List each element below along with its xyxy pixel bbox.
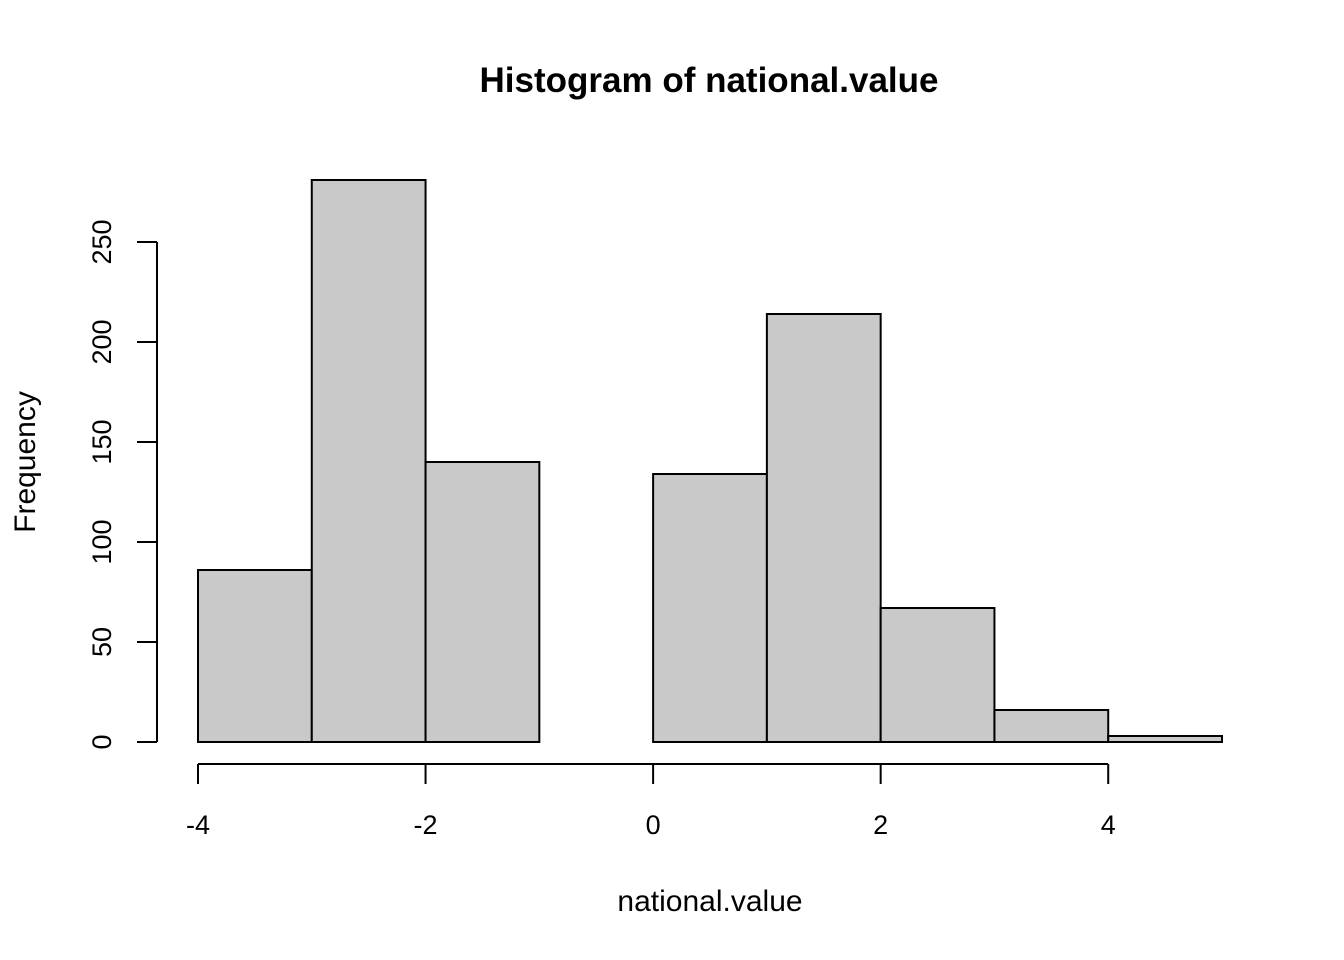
x-axis: -4 -2 0 2 4 (186, 763, 1116, 840)
histogram-bar-0 (197, 569, 313, 743)
x-tick-label: -2 (414, 810, 438, 840)
chart-title: Histogram of national.value (480, 61, 939, 100)
y-tick-label: 150 (87, 419, 117, 464)
x-tick-label: 4 (1101, 810, 1116, 840)
y-axis-label: Frequency (9, 391, 42, 533)
x-tick-label: -4 (186, 810, 210, 840)
x-tick-label: 2 (873, 810, 888, 840)
x-tick-label: 0 (646, 810, 661, 840)
histogram-bar-7 (993, 709, 1110, 743)
histogram-bar-6 (879, 607, 996, 743)
y-tick-label: 50 (87, 627, 117, 657)
y-axis: 0 50 100 150 200 250 (87, 219, 158, 750)
histogram-bar-1 (310, 179, 427, 743)
histogram-bar-5 (765, 313, 882, 743)
histogram-bar-4 (652, 473, 768, 743)
bars-group (197, 179, 1223, 743)
y-tick-label: 200 (87, 319, 117, 364)
histogram-bar-8 (1107, 735, 1223, 743)
x-axis-label: national.value (617, 885, 802, 918)
histogram-bar-2 (424, 461, 541, 743)
y-tick-label: 100 (87, 519, 117, 564)
y-tick-label: 250 (87, 219, 117, 264)
y-tick-label: 0 (87, 734, 117, 749)
